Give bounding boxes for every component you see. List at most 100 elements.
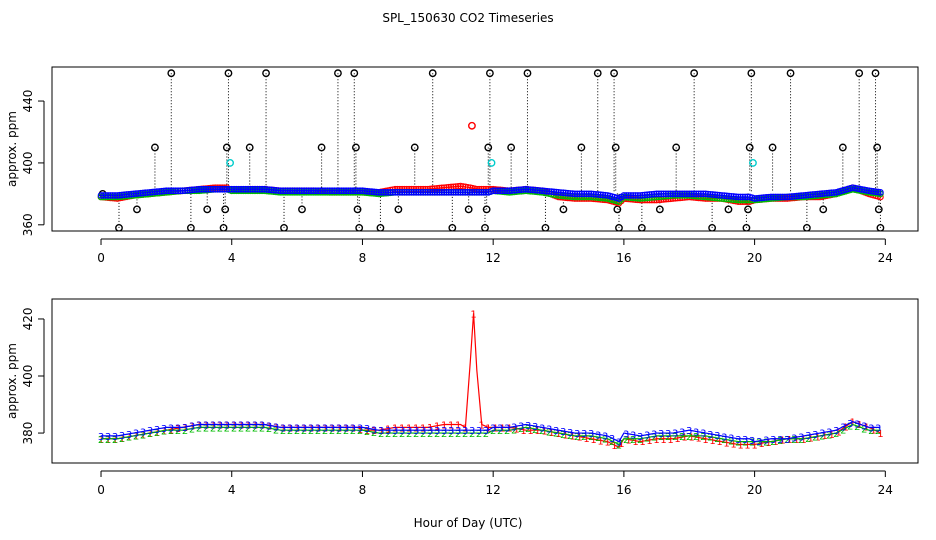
series-marker: 3 [441, 426, 447, 437]
x-tick-label: 0 [97, 251, 105, 265]
series-marker: 3 [147, 426, 153, 437]
series-point [188, 186, 196, 194]
outlier-point [482, 205, 491, 214]
series-point [284, 187, 292, 195]
outlier-point [394, 205, 403, 214]
series-point [674, 190, 681, 198]
series-point [520, 186, 527, 193]
series-point [807, 191, 814, 199]
series-point [779, 193, 786, 201]
series-point [569, 190, 576, 197]
series-marker: 3 [588, 429, 594, 440]
series-point [165, 187, 173, 195]
series-marker: 1 [392, 423, 398, 434]
outlier-point [262, 69, 270, 78]
series-point [653, 190, 660, 198]
series-point [289, 187, 296, 195]
series-marker: 2 [756, 438, 762, 449]
series-marker: 1 [308, 423, 314, 434]
series-point [641, 191, 649, 199]
series-point [737, 193, 744, 201]
series-marker: 2 [861, 425, 867, 436]
series-point [713, 191, 721, 199]
series-point [212, 185, 219, 193]
series-marker: 2 [735, 438, 741, 449]
outlier-point [541, 224, 550, 231]
series-point [223, 185, 231, 193]
series-marker: 1 [758, 439, 764, 450]
series-marker: 1 [583, 434, 589, 445]
series-marker: 3 [812, 430, 818, 441]
outlier-point [672, 143, 681, 152]
series-marker: 1 [723, 438, 729, 449]
series-point [228, 185, 236, 193]
series-point [865, 187, 873, 195]
series-marker: 1 [154, 428, 160, 439]
outlier-point [245, 143, 254, 152]
series-marker: 3 [546, 425, 552, 436]
series-marker: 1 [688, 432, 694, 443]
series-marker: 2 [336, 426, 342, 437]
series-point [123, 191, 131, 198]
series-point [804, 191, 812, 199]
series-marker: 3 [252, 420, 258, 431]
series-marker: 1 [336, 423, 342, 434]
series-point [384, 188, 392, 196]
outlier-point [186, 224, 195, 231]
series-point [354, 187, 361, 195]
series-point [877, 188, 884, 196]
series-point [627, 192, 635, 199]
x-tick-label: 12 [486, 251, 501, 265]
series-marker: 2 [112, 435, 118, 446]
series-marker: 3 [658, 429, 664, 440]
series-marker: 1 [343, 423, 349, 434]
outlier-point [876, 224, 885, 231]
series-marker: 3 [329, 423, 335, 434]
series-point [272, 186, 280, 194]
series-marker: 2 [182, 426, 188, 437]
series-point [802, 191, 810, 199]
series-point [762, 194, 770, 201]
series-marker: 2 [791, 435, 797, 446]
y-tick-label: 400 [21, 151, 35, 174]
outlier-point [819, 205, 828, 214]
series-point [447, 188, 455, 196]
series-marker: 2 [392, 429, 398, 440]
series-point [408, 188, 415, 196]
series-marker: 3 [686, 426, 692, 437]
outlier-point [464, 205, 473, 214]
series-point [874, 188, 882, 196]
series-point [662, 190, 670, 198]
series-marker: 2 [189, 425, 195, 436]
series-marker: 2 [441, 429, 447, 440]
series-marker: 2 [322, 426, 328, 437]
series-marker: 1 [653, 435, 659, 446]
series-marker: 3 [126, 430, 132, 441]
series-marker: 2 [581, 432, 587, 443]
outlier-point [507, 143, 516, 152]
series-marker: 1 [695, 434, 701, 445]
series-marker: 2 [609, 437, 615, 448]
series-point [639, 191, 646, 199]
series-marker: 3 [140, 427, 146, 438]
series-marker: 1 [364, 426, 370, 437]
series-point [415, 188, 422, 196]
outlier-point [226, 159, 235, 167]
series-point [440, 188, 448, 196]
series-marker: 1 [576, 433, 582, 444]
series-point [142, 189, 149, 197]
series-point [321, 187, 329, 195]
series-marker: 1 [315, 423, 321, 434]
series-marker: 2 [245, 423, 251, 434]
outlier-point [742, 224, 751, 231]
series-marker: 3 [203, 420, 209, 431]
series-marker: 1 [441, 420, 447, 431]
series-marker: 3 [693, 427, 699, 438]
series-marker: 2 [714, 434, 720, 445]
series-point [566, 190, 574, 197]
outlier-point [708, 224, 717, 231]
series-point [510, 186, 518, 194]
series-marker: 3 [679, 427, 685, 438]
series-marker: 2 [693, 432, 699, 443]
series-point [758, 194, 765, 202]
